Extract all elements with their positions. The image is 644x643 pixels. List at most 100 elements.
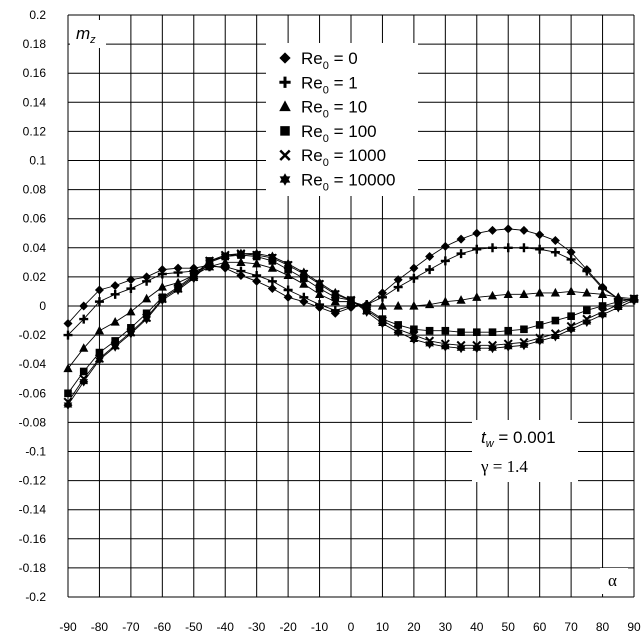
data-point bbox=[158, 295, 167, 306]
y-axis-label-bg bbox=[70, 20, 106, 48]
data-point bbox=[504, 326, 513, 335]
data-point bbox=[535, 321, 544, 329]
legend-entry: Re0 = 10 bbox=[301, 98, 367, 121]
legend-entry-rest: = 10000 bbox=[329, 171, 396, 190]
x-tick-label: -80 bbox=[91, 620, 109, 634]
data-point bbox=[567, 312, 575, 320]
data-point bbox=[582, 266, 592, 276]
data-point bbox=[314, 289, 325, 298]
data-point bbox=[283, 258, 293, 269]
data-point bbox=[519, 243, 529, 253]
legend-marker bbox=[279, 149, 291, 161]
series-layer bbox=[63, 224, 639, 410]
data-point bbox=[283, 292, 293, 302]
annotation-bg bbox=[472, 420, 578, 482]
data-point bbox=[79, 343, 89, 352]
x-tick-label: 30 bbox=[439, 620, 453, 634]
data-point bbox=[142, 276, 152, 286]
data-point bbox=[503, 341, 513, 352]
data-point bbox=[393, 275, 403, 285]
data-point bbox=[252, 276, 262, 286]
data-point bbox=[267, 284, 277, 294]
x-tick-labels: -90 -80 -70 -60 -50 -40 -30 -20 -10 0 10 20 30 40 50 60… bbox=[59, 620, 641, 634]
y-tick-label: -0.02 bbox=[19, 328, 47, 342]
y-tick-labels: 0.2 0.18 0.16 0.14 0.12 0.1 0.08 0.06 0.04 0.02 0 -… bbox=[19, 8, 47, 604]
data-point bbox=[252, 270, 262, 280]
y-tick-label: -0.18 bbox=[19, 561, 47, 575]
legend-entry: Re0 = 0 bbox=[301, 49, 358, 72]
data-point bbox=[268, 251, 277, 262]
data-point bbox=[300, 274, 308, 283]
data-point bbox=[488, 243, 497, 253]
data-point bbox=[598, 302, 607, 310]
data-point bbox=[393, 282, 403, 292]
data-point bbox=[550, 236, 560, 246]
data-point bbox=[487, 290, 498, 300]
data-point bbox=[63, 330, 73, 340]
data-point bbox=[582, 287, 592, 297]
data-point bbox=[142, 293, 152, 303]
data-point bbox=[472, 328, 481, 336]
data-point bbox=[64, 389, 72, 398]
data-point bbox=[409, 334, 419, 345]
data-point bbox=[440, 256, 450, 266]
x-tick-label: 40 bbox=[470, 620, 484, 634]
annotation-tw-sub: w bbox=[486, 438, 495, 450]
y-tick-label: 0.14 bbox=[23, 95, 47, 109]
data-point bbox=[315, 277, 324, 288]
annotation-tw-value: = 0.001 bbox=[494, 428, 556, 447]
data-point bbox=[284, 265, 292, 274]
x-tick-label: -10 bbox=[311, 620, 329, 634]
data-point bbox=[157, 269, 167, 279]
data-point bbox=[299, 267, 309, 278]
data-point bbox=[110, 317, 120, 326]
data-point bbox=[63, 318, 73, 328]
data-point bbox=[79, 367, 88, 376]
data-point bbox=[456, 249, 466, 259]
y-tick-label: -0.1 bbox=[25, 445, 46, 459]
data-point bbox=[425, 299, 435, 309]
legend-entry-rest: = 100 bbox=[329, 122, 377, 141]
data-point bbox=[283, 285, 293, 295]
data-point bbox=[503, 224, 513, 234]
data-point bbox=[95, 348, 104, 357]
data-point bbox=[79, 301, 89, 311]
series-5 bbox=[63, 248, 639, 410]
x-tick-label: -60 bbox=[154, 620, 172, 634]
x-tick-label: -70 bbox=[122, 620, 140, 634]
data-point bbox=[394, 321, 402, 329]
data-point bbox=[110, 341, 120, 352]
data-point bbox=[550, 287, 560, 297]
data-point bbox=[535, 287, 545, 297]
legend-entry-sub: 0 bbox=[323, 109, 329, 121]
legend-bg bbox=[266, 43, 418, 196]
data-point bbox=[566, 324, 576, 335]
x-tick-label: 60 bbox=[533, 620, 547, 634]
legend-entry-main: Re bbox=[301, 146, 323, 165]
data-point bbox=[236, 257, 246, 266]
y-tick-label: 0.02 bbox=[23, 270, 47, 284]
y-tick-label: 0.16 bbox=[23, 66, 47, 80]
data-point bbox=[330, 287, 340, 298]
legend-entry: Re0 = 1000 bbox=[301, 146, 386, 169]
y-tick-label: 0.2 bbox=[29, 8, 46, 22]
x-tick-label: -90 bbox=[59, 620, 77, 634]
data-point bbox=[535, 335, 544, 346]
x-tick-label: -50 bbox=[185, 620, 203, 634]
legend-entry-main: Re bbox=[301, 49, 323, 68]
legend-marker bbox=[279, 76, 291, 88]
legend-marker bbox=[279, 100, 291, 112]
legend-entry-sub: 0 bbox=[323, 133, 329, 145]
data-point bbox=[126, 284, 136, 294]
data-point bbox=[267, 276, 277, 286]
data-point bbox=[440, 296, 450, 306]
data-point bbox=[94, 325, 105, 335]
x-tick-label: -20 bbox=[279, 620, 297, 634]
data-point bbox=[346, 295, 356, 306]
data-point bbox=[220, 257, 230, 266]
y-tick-label: -0.08 bbox=[19, 415, 47, 429]
data-point bbox=[566, 247, 576, 257]
data-point bbox=[425, 265, 435, 275]
y-tick-label: 0.1 bbox=[29, 154, 46, 168]
x-tick-label: -30 bbox=[248, 620, 266, 634]
